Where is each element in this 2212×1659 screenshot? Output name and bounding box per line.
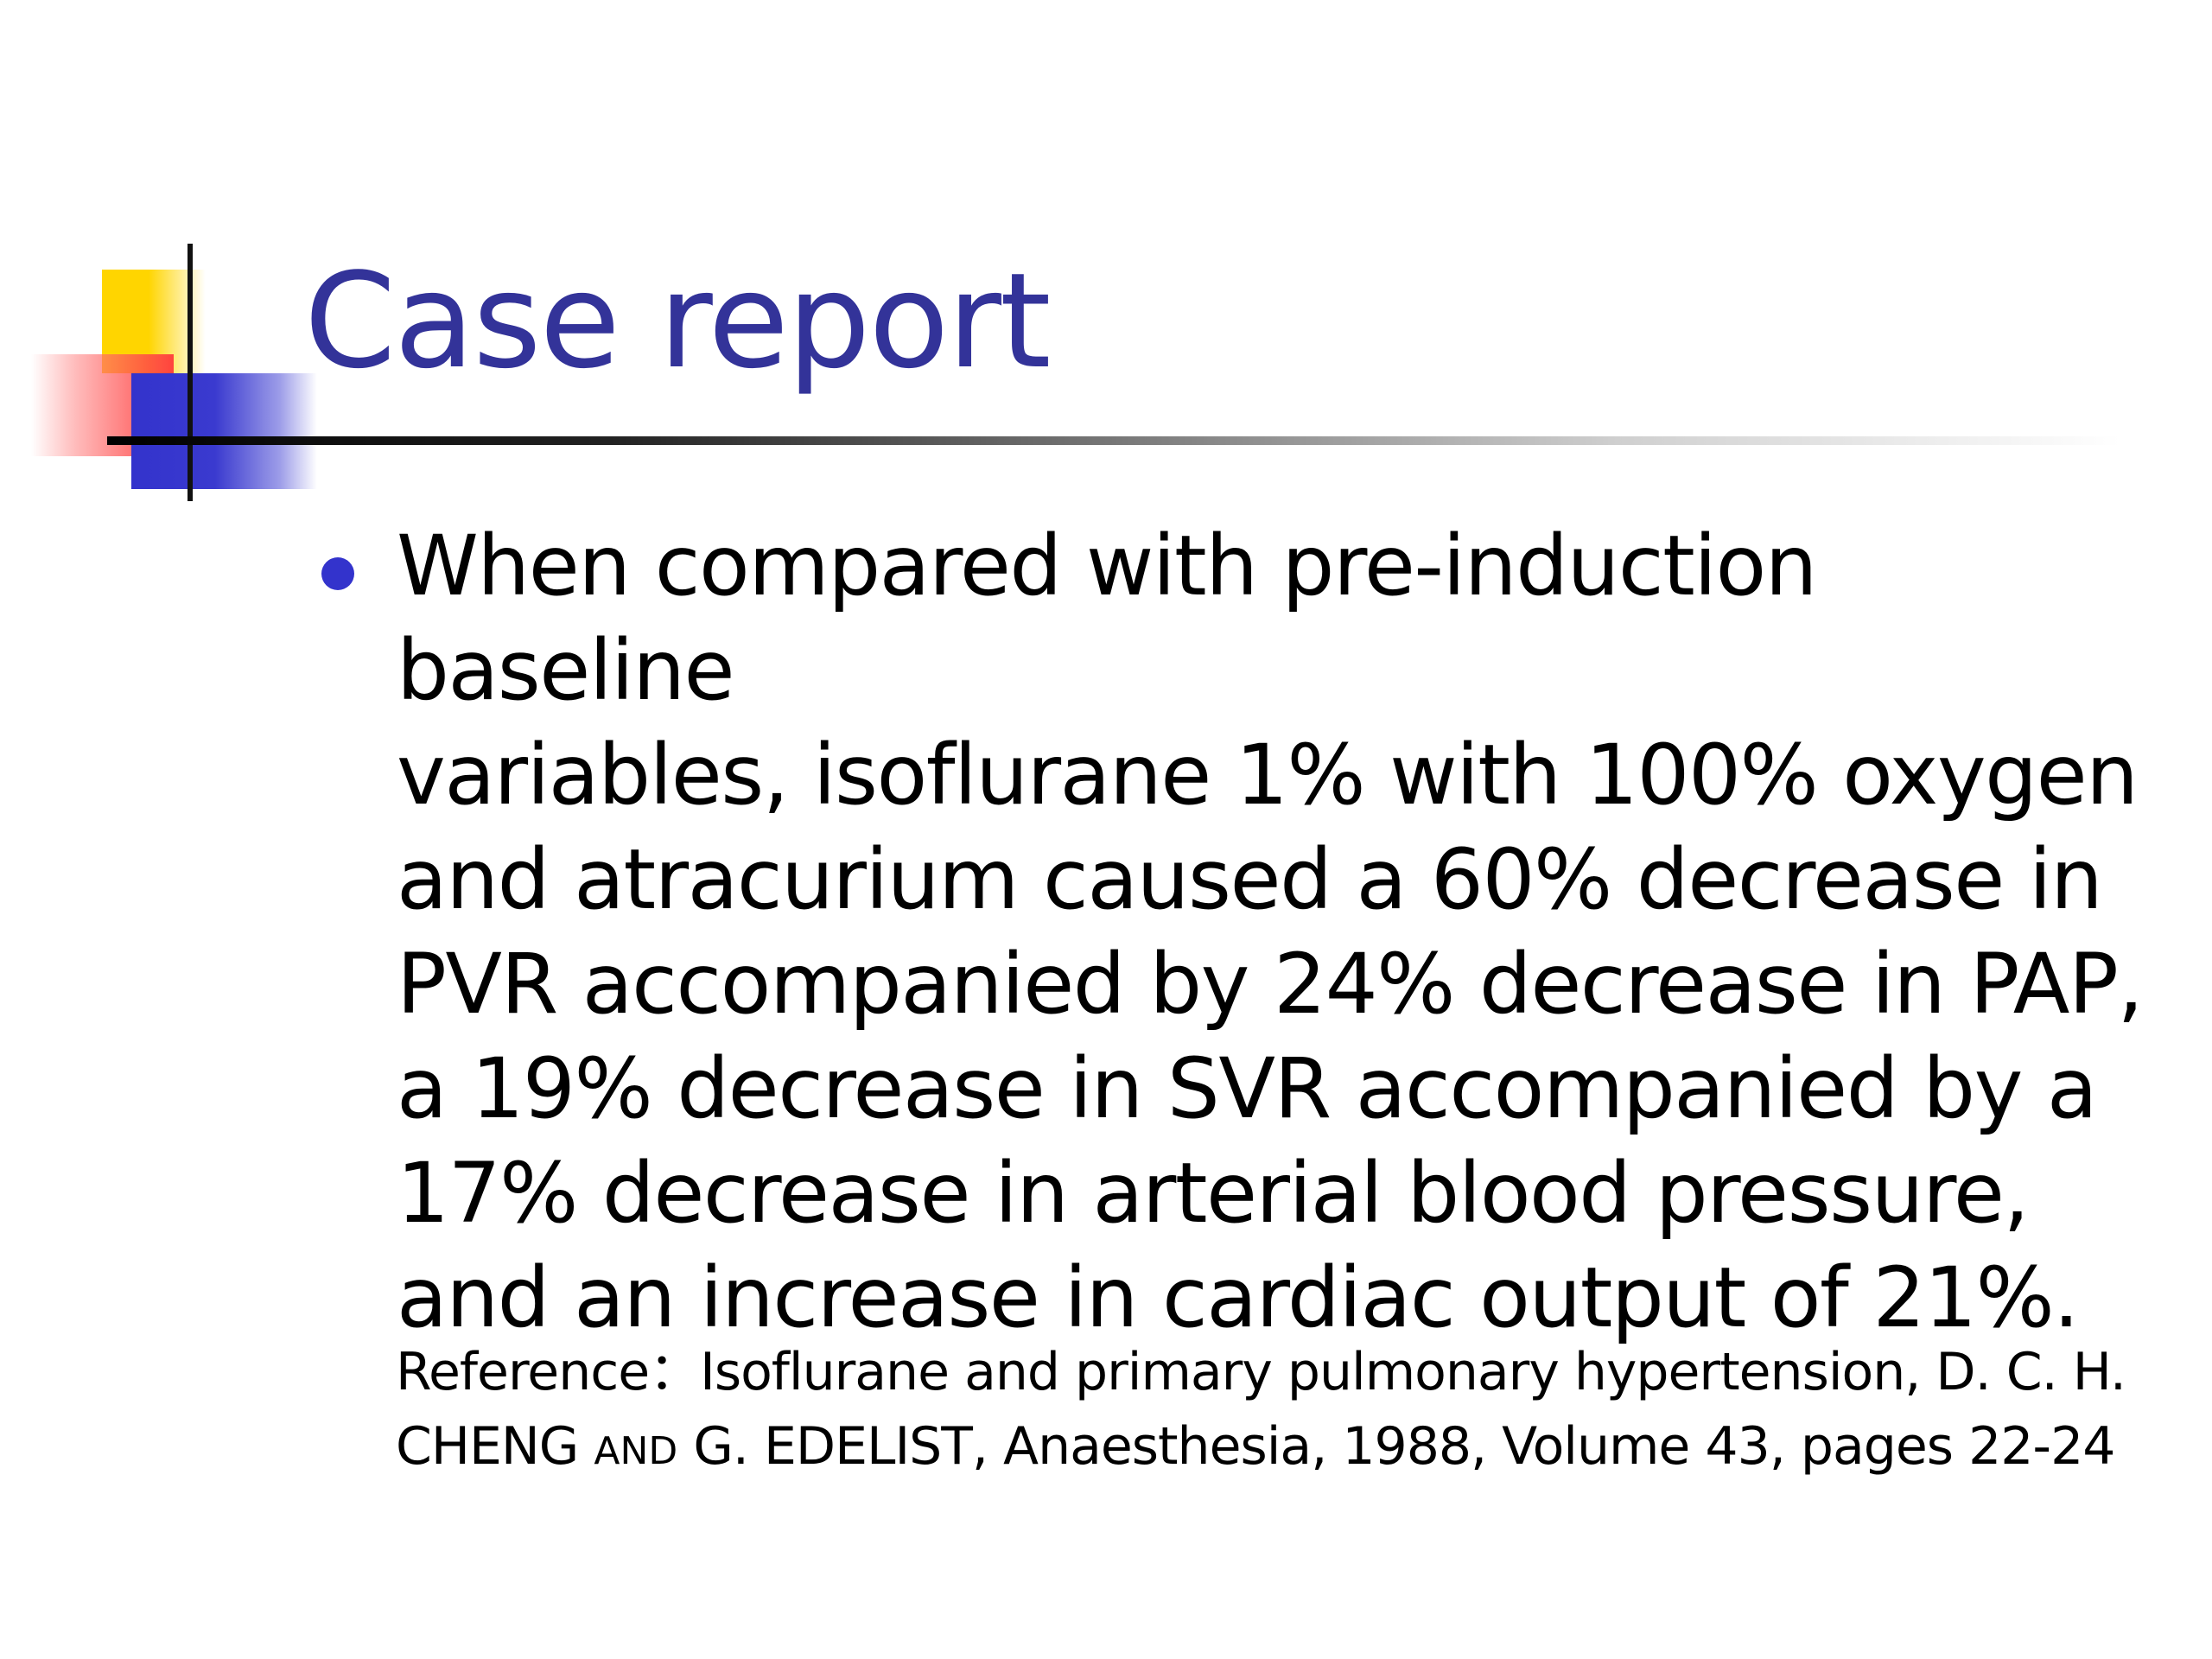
bullet-text: When compared with pre-induction baselin…: [397, 518, 2144, 1346]
corner-decoration: [0, 0, 346, 518]
reference-line-1: Reference：Isoflurane and primary pulmona…: [396, 1342, 2126, 1402]
reference-line-2: CHENG AND G. EDELIST, Anaesthesia, 1988,…: [396, 1409, 2176, 1489]
title-underline-rule: [107, 436, 2120, 445]
reference-authors: CHENG: [396, 1416, 594, 1477]
vertical-line-decoration: [188, 244, 193, 501]
reference-and-smallcaps: AND: [594, 1429, 678, 1473]
reference-source: G. EDELIST, Anaesthesia, 1988, Volume 43…: [677, 1416, 2115, 1477]
bullet-dot-icon: [321, 557, 354, 590]
reference-citation: Reference：Isoflurane and primary pulmona…: [396, 1335, 2176, 1489]
slide-title: Case report: [304, 245, 1052, 397]
blue-square-decoration: [131, 373, 317, 489]
